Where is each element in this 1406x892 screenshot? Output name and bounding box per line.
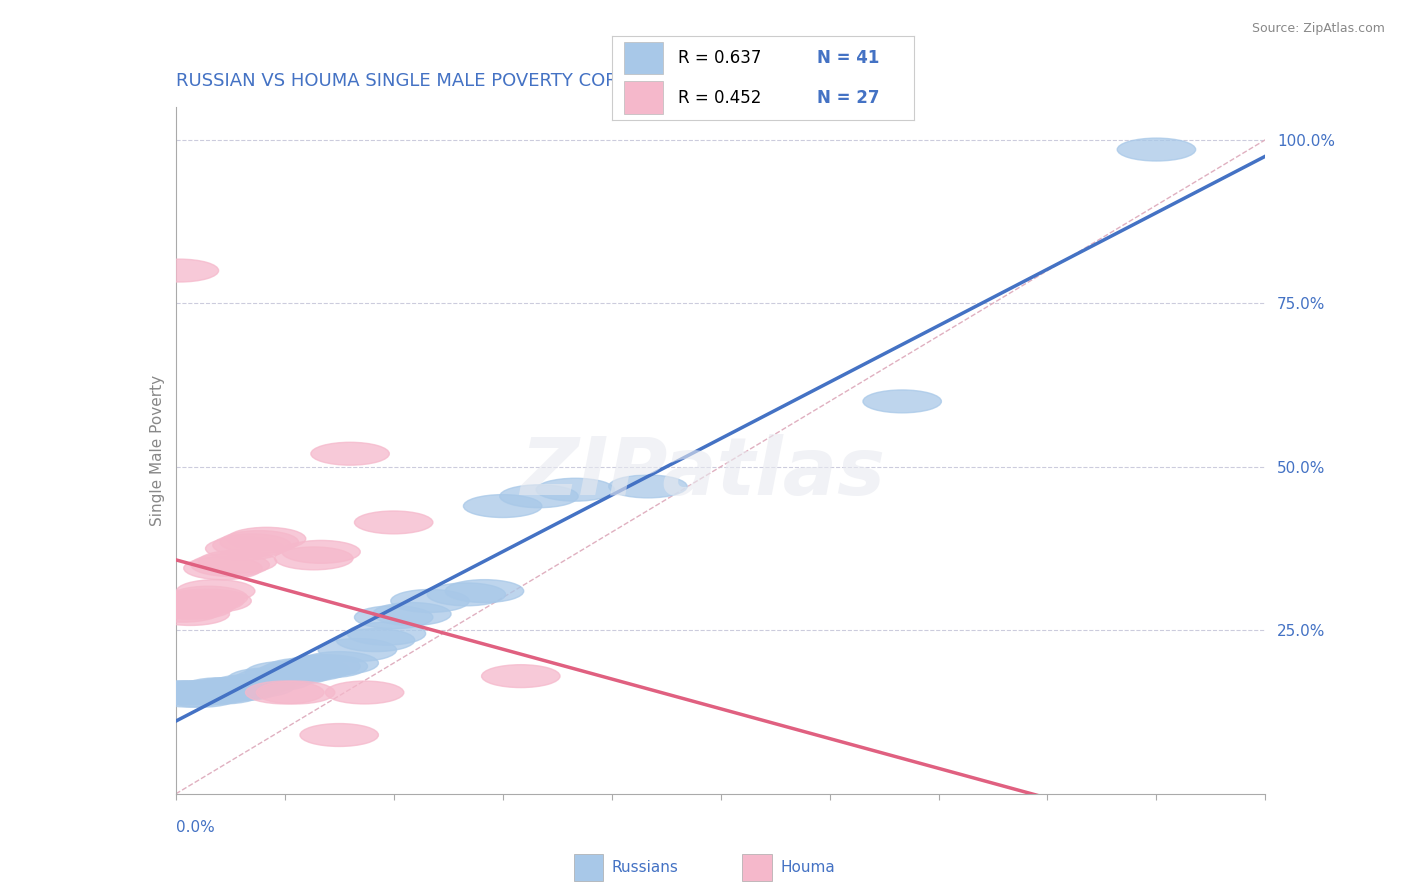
Text: N = 41: N = 41 xyxy=(817,49,880,67)
Bar xyxy=(742,855,772,881)
Ellipse shape xyxy=(299,651,378,674)
Ellipse shape xyxy=(155,681,233,704)
Ellipse shape xyxy=(325,681,404,704)
Bar xyxy=(574,855,603,881)
Text: 0.0%: 0.0% xyxy=(176,820,215,835)
Ellipse shape xyxy=(464,494,541,517)
Ellipse shape xyxy=(141,259,218,282)
Ellipse shape xyxy=(198,550,277,574)
Ellipse shape xyxy=(184,557,262,580)
Ellipse shape xyxy=(150,603,229,625)
Ellipse shape xyxy=(205,537,284,560)
Ellipse shape xyxy=(311,442,389,466)
Ellipse shape xyxy=(177,681,254,704)
Text: R = 0.452: R = 0.452 xyxy=(678,88,762,106)
Ellipse shape xyxy=(169,586,247,609)
Ellipse shape xyxy=(202,678,280,701)
Text: Russians: Russians xyxy=(612,861,679,875)
Ellipse shape xyxy=(143,599,222,623)
Ellipse shape xyxy=(166,590,245,613)
Ellipse shape xyxy=(159,593,236,615)
Ellipse shape xyxy=(354,606,433,629)
Ellipse shape xyxy=(173,681,252,704)
Ellipse shape xyxy=(162,590,240,613)
Ellipse shape xyxy=(271,658,349,681)
Ellipse shape xyxy=(246,681,323,704)
Ellipse shape xyxy=(209,674,288,698)
Ellipse shape xyxy=(354,511,433,533)
Ellipse shape xyxy=(180,678,259,701)
Ellipse shape xyxy=(221,531,298,553)
Ellipse shape xyxy=(235,668,314,691)
Ellipse shape xyxy=(162,684,240,707)
Text: RUSSIAN VS HOUMA SINGLE MALE POVERTY CORRELATION CHART: RUSSIAN VS HOUMA SINGLE MALE POVERTY COR… xyxy=(176,72,773,90)
Ellipse shape xyxy=(187,678,266,701)
Ellipse shape xyxy=(184,681,262,704)
Ellipse shape xyxy=(290,655,367,678)
Ellipse shape xyxy=(212,533,291,557)
Ellipse shape xyxy=(1118,138,1195,161)
Ellipse shape xyxy=(373,603,451,625)
Text: Source: ZipAtlas.com: Source: ZipAtlas.com xyxy=(1251,22,1385,36)
Ellipse shape xyxy=(274,547,353,570)
Ellipse shape xyxy=(863,390,942,413)
Ellipse shape xyxy=(228,527,305,550)
Ellipse shape xyxy=(536,478,614,501)
Ellipse shape xyxy=(427,583,506,606)
Ellipse shape xyxy=(191,553,270,576)
Text: R = 0.637: R = 0.637 xyxy=(678,49,762,67)
Ellipse shape xyxy=(150,684,229,707)
Y-axis label: Single Male Poverty: Single Male Poverty xyxy=(149,375,165,526)
Ellipse shape xyxy=(299,723,378,747)
Text: Houma: Houma xyxy=(780,861,835,875)
Ellipse shape xyxy=(141,681,218,704)
Ellipse shape xyxy=(246,662,323,684)
Ellipse shape xyxy=(155,596,233,619)
Ellipse shape xyxy=(336,629,415,651)
Ellipse shape xyxy=(482,665,560,688)
Ellipse shape xyxy=(256,662,335,684)
Ellipse shape xyxy=(446,580,523,603)
Ellipse shape xyxy=(194,678,273,701)
Ellipse shape xyxy=(159,681,236,704)
Bar xyxy=(624,42,664,74)
Bar xyxy=(624,81,664,113)
Ellipse shape xyxy=(217,674,295,698)
Ellipse shape xyxy=(166,681,245,704)
Ellipse shape xyxy=(148,596,226,619)
Ellipse shape xyxy=(228,668,305,691)
Ellipse shape xyxy=(281,541,360,564)
Ellipse shape xyxy=(169,681,247,704)
Ellipse shape xyxy=(143,681,222,704)
Ellipse shape xyxy=(148,681,226,704)
Ellipse shape xyxy=(173,590,252,613)
Ellipse shape xyxy=(256,681,335,704)
Ellipse shape xyxy=(318,639,396,662)
Ellipse shape xyxy=(347,623,426,645)
Ellipse shape xyxy=(264,658,342,681)
Ellipse shape xyxy=(499,485,578,508)
Ellipse shape xyxy=(177,580,254,603)
Ellipse shape xyxy=(391,590,470,613)
Ellipse shape xyxy=(609,475,688,498)
Text: N = 27: N = 27 xyxy=(817,88,880,106)
Ellipse shape xyxy=(281,655,360,678)
Text: ZIPatlas: ZIPatlas xyxy=(520,434,886,512)
